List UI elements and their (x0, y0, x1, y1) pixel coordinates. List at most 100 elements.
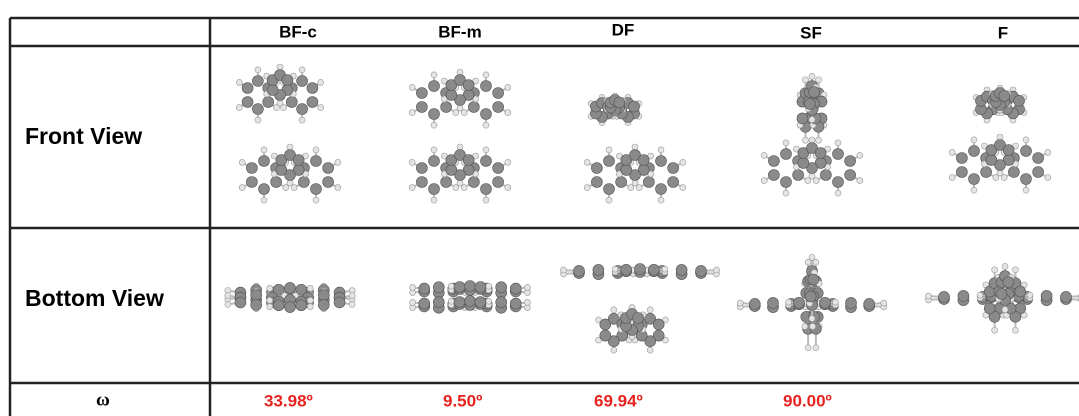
atom (464, 295, 476, 307)
atom (480, 155, 492, 167)
atom (295, 299, 308, 312)
atom (241, 96, 254, 108)
atom (1012, 266, 1019, 274)
atom (270, 176, 282, 188)
atom (657, 196, 665, 204)
atom (648, 263, 660, 276)
atom (627, 184, 635, 191)
atom (631, 143, 639, 151)
atom (333, 296, 346, 309)
atom (509, 282, 522, 295)
atom (285, 96, 298, 108)
atom (948, 174, 956, 181)
atom (408, 159, 416, 166)
atom (408, 109, 416, 116)
atom (832, 176, 844, 188)
atom (495, 281, 508, 294)
atom (1001, 306, 1009, 313)
atom (432, 281, 445, 294)
atom (280, 104, 287, 111)
atom (416, 176, 428, 188)
atom (312, 196, 320, 204)
atom (994, 139, 1006, 151)
atom (607, 335, 620, 348)
atom (430, 146, 438, 154)
atom (260, 196, 268, 204)
atom (416, 162, 428, 174)
table-grid (8, 16, 1079, 416)
atom (780, 176, 792, 188)
atom (998, 90, 1011, 102)
atom (317, 299, 330, 311)
atom (416, 101, 428, 113)
atom (760, 152, 768, 159)
atom (306, 285, 314, 292)
atom (970, 186, 978, 194)
row-label: ω (96, 389, 110, 410)
atom (834, 189, 842, 197)
atom (428, 80, 440, 92)
atom (306, 297, 314, 304)
atom (492, 101, 504, 113)
atom (812, 344, 820, 352)
column-header: SF (800, 23, 822, 42)
atom (1044, 149, 1052, 156)
atom (418, 282, 431, 295)
atom (485, 297, 493, 305)
atom (310, 183, 322, 195)
atom (856, 177, 864, 184)
atom (808, 136, 816, 144)
atom (802, 76, 809, 84)
atom (260, 146, 268, 154)
atom (603, 155, 615, 167)
atom (409, 284, 416, 291)
atom (599, 318, 612, 331)
atom (428, 183, 440, 195)
atom (298, 66, 306, 74)
atom (464, 280, 476, 292)
atom (845, 297, 857, 309)
atom (246, 162, 258, 174)
atom (462, 154, 475, 166)
atom (317, 289, 330, 301)
atom (258, 155, 270, 167)
atom (592, 264, 605, 276)
row-label: Front View (25, 123, 142, 149)
atom (695, 265, 707, 277)
atom (631, 179, 639, 187)
atom (782, 189, 790, 197)
atom (713, 266, 720, 274)
atom (652, 318, 665, 331)
atom (482, 121, 490, 129)
atom (1020, 145, 1032, 157)
atom (306, 303, 314, 310)
atom (646, 306, 654, 314)
atom (635, 184, 643, 191)
atom (655, 155, 667, 167)
atom (634, 263, 646, 275)
atom (292, 154, 305, 166)
atom (844, 155, 856, 167)
atom (440, 176, 452, 188)
atom (452, 109, 460, 116)
atom (768, 155, 780, 167)
atom (430, 121, 438, 129)
atom (760, 177, 768, 184)
atom (801, 323, 809, 330)
atom (603, 183, 615, 195)
atom (644, 312, 657, 325)
atom (1022, 136, 1030, 144)
atom (1008, 166, 1020, 178)
atom (276, 99, 284, 107)
atom (276, 63, 284, 71)
atom (454, 94, 466, 106)
atom (504, 84, 512, 91)
omega-value: 90.00º (783, 391, 832, 410)
atom (996, 133, 1004, 141)
atom (646, 346, 654, 354)
atom (925, 292, 932, 300)
atom (661, 265, 669, 273)
atom (655, 183, 667, 195)
atom (994, 159, 1006, 171)
atom (793, 296, 805, 309)
